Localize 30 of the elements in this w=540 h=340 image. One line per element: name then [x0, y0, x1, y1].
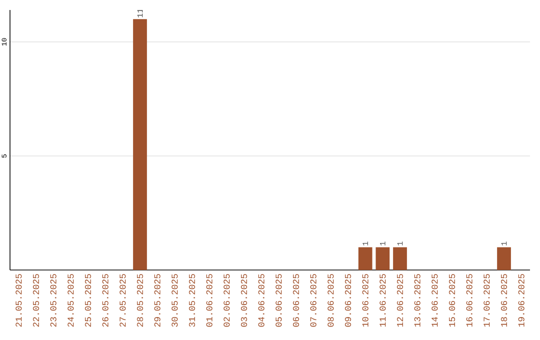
x-tick-label: 14.06.2025	[432, 274, 438, 327]
x-tick-label: 27.05.2025	[120, 274, 126, 327]
x-tick-label: 19.06.2025	[518, 274, 524, 327]
x-tick-label: 02.06.2025	[224, 274, 230, 327]
x-tick-label: 10.06.2025	[362, 274, 368, 327]
x-tick-label: 08.06.2025	[328, 274, 334, 327]
x-tick-label: 13.06.2025	[414, 274, 420, 327]
x-tick-label: 01.06.2025	[206, 274, 212, 327]
x-tick-label: 11.06.2025	[380, 274, 386, 327]
x-tick-label: 03.06.2025	[240, 274, 248, 327]
x-tick-label: 24.05.2025	[68, 274, 74, 327]
x-tick-label: 07.06.2025	[310, 274, 316, 327]
x-tick-label: 18.06.2025	[500, 274, 508, 327]
x-tick-label: 29.05.2025	[154, 274, 160, 327]
x-tick-label: 12.06.2025	[396, 274, 404, 327]
x-tick-label: 23.05.2025	[50, 274, 56, 327]
x-tick-label: 05.06.2025	[276, 274, 282, 327]
x-tick-label: 26.05.2025	[102, 274, 108, 327]
x-tick-label: 06.06.2025	[292, 274, 300, 327]
x-tick-label: 22.05.2025	[32, 274, 40, 327]
x-tick-label: 28.05.2025	[136, 274, 144, 327]
x-tick-label: 04.06.2025	[258, 274, 264, 327]
x-tick-label: 17.06.2025	[484, 274, 490, 327]
x-tick-label: 16.06.2025	[466, 274, 472, 327]
x-tick-label: 31.05.2025	[188, 274, 196, 327]
x-tick-label: 15.06.2025	[448, 274, 456, 327]
x-tick-label: 09.06.2025	[344, 274, 352, 327]
x-tick-label: 21.05.2025	[16, 274, 22, 327]
x-tick-label: 25.05.2025	[84, 274, 92, 327]
x-tick-label: 30.05.2025	[172, 274, 178, 327]
